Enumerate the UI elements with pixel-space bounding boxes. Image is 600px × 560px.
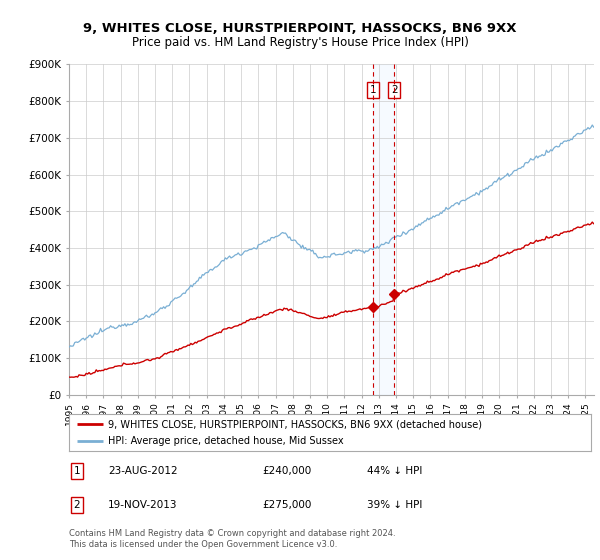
Text: 44% ↓ HPI: 44% ↓ HPI: [367, 466, 422, 476]
Bar: [373, 64, 394, 395]
Text: £275,000: £275,000: [262, 500, 311, 510]
Text: 19-NOV-2013: 19-NOV-2013: [108, 500, 178, 510]
Text: 2: 2: [391, 85, 397, 95]
Text: 9, WHITES CLOSE, HURSTPIERPOINT, HASSOCKS, BN6 9XX: 9, WHITES CLOSE, HURSTPIERPOINT, HASSOCK…: [83, 22, 517, 35]
Text: 1: 1: [74, 466, 80, 476]
Text: 23-AUG-2012: 23-AUG-2012: [108, 466, 178, 476]
Text: 2: 2: [74, 500, 80, 510]
Text: 39% ↓ HPI: 39% ↓ HPI: [367, 500, 422, 510]
Text: 1: 1: [370, 85, 376, 95]
Text: 9, WHITES CLOSE, HURSTPIERPOINT, HASSOCKS, BN6 9XX (detached house): 9, WHITES CLOSE, HURSTPIERPOINT, HASSOCK…: [108, 419, 482, 429]
Text: £240,000: £240,000: [262, 466, 311, 476]
Text: Contains HM Land Registry data © Crown copyright and database right 2024.
This d: Contains HM Land Registry data © Crown c…: [69, 529, 395, 549]
Text: Price paid vs. HM Land Registry's House Price Index (HPI): Price paid vs. HM Land Registry's House …: [131, 36, 469, 49]
Text: HPI: Average price, detached house, Mid Sussex: HPI: Average price, detached house, Mid …: [108, 436, 344, 446]
